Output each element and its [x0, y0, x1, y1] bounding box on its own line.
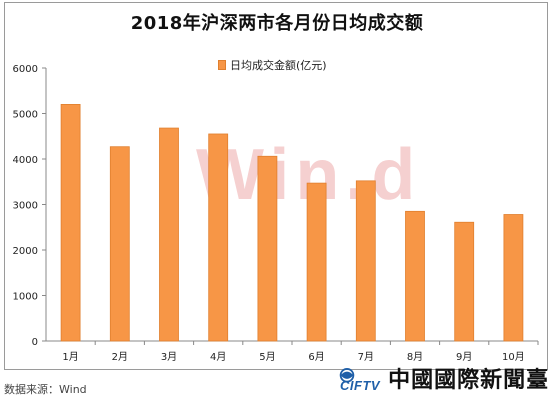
y-tick-label: 1000	[13, 292, 38, 303]
legend: 日均成交金额(亿元)	[218, 57, 327, 73]
cctv-globe-icon	[339, 368, 355, 383]
bar	[159, 127, 179, 342]
ciftv-logo: CIFTV 中國國際新聞臺	[330, 362, 549, 394]
y-tick-label: 6000	[13, 64, 38, 75]
source-note: 数据来源：Wind	[4, 383, 87, 396]
x-tick-label: 3月	[161, 351, 177, 363]
y-tick-label: 3000	[13, 201, 38, 212]
bar	[306, 182, 327, 342]
bar	[503, 214, 524, 342]
y-tick-label: 4000	[13, 155, 38, 166]
x-tick-label: 7月	[358, 351, 374, 363]
y-tick-label: 2000	[13, 246, 38, 257]
y-tick-label: 5000	[13, 110, 38, 121]
x-tick-label: 8月	[407, 351, 423, 363]
bar	[109, 146, 130, 342]
x-tick-label: 1月	[62, 351, 78, 363]
x-tick-label: 9月	[456, 351, 472, 363]
x-tick-label: 4月	[210, 351, 226, 363]
x-tick-label: 6月	[308, 351, 324, 363]
y-tick-label: 0	[32, 337, 38, 348]
x-tick-label: 2月	[112, 351, 128, 363]
bar	[208, 133, 229, 342]
x-tick-label: 5月	[259, 351, 275, 363]
bar	[355, 180, 376, 342]
watermark: Win.d	[196, 135, 422, 215]
chart-title: 2018年沪深两市各月份日均成交额	[130, 13, 424, 34]
bar	[257, 155, 278, 342]
bar	[454, 221, 475, 342]
bar	[60, 104, 81, 342]
x-tick-label: 10月	[502, 351, 525, 363]
legend-swatch	[218, 60, 226, 70]
bar	[405, 210, 425, 342]
logo-name-cn: 中國國際新聞臺	[388, 367, 550, 393]
legend-label: 日均成交金额(亿元)	[230, 59, 327, 72]
